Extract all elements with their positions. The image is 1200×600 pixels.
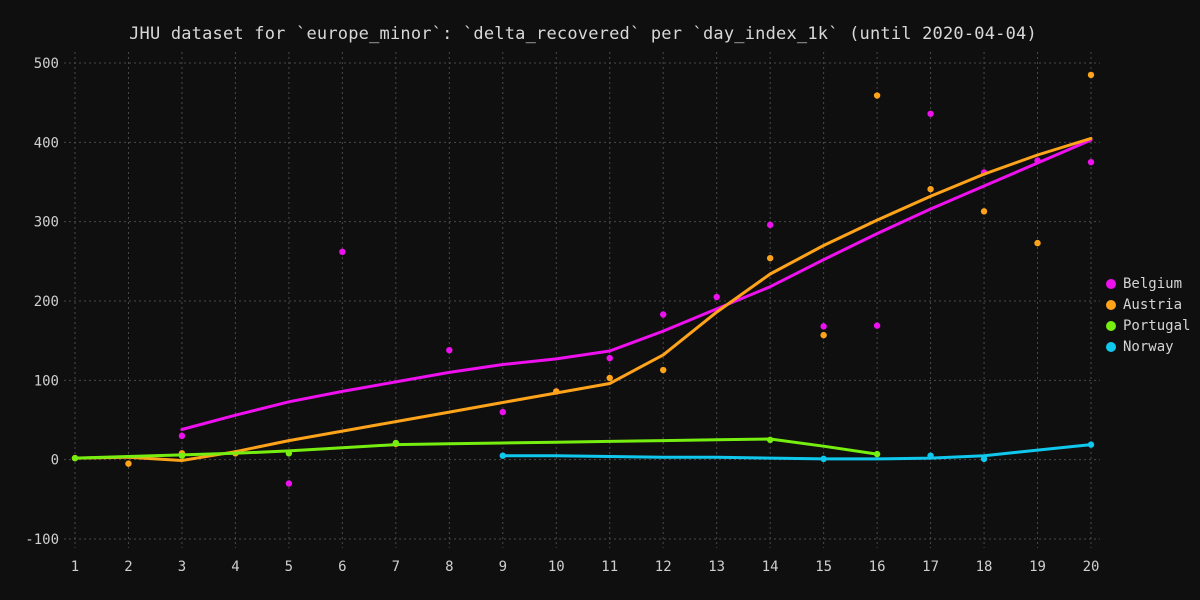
legend-item-austria: Austria [1106,294,1190,315]
trend-line-norway [501,443,1093,461]
data-point-austria [553,388,560,395]
x-tick-label: 7 [392,559,400,575]
x-tick-label: 12 [655,559,672,575]
legend-label: Austria [1123,296,1183,313]
x-tick-label: 3 [178,559,186,575]
x-tick-label: 16 [869,559,886,575]
chart-title: JHU dataset for `europe_minor`: `delta_r… [129,24,1037,44]
data-point-norway [499,452,506,459]
x-tick-label: 17 [922,559,939,575]
trend-line-portugal [73,437,879,460]
data-point-norway [1087,441,1095,448]
legend-item-norway: Norway [1106,336,1190,357]
x-tick-label: 9 [499,559,507,575]
data-point-portugal [285,450,293,457]
x-tick-label: 2 [124,559,132,575]
data-point-belgium [499,408,506,416]
trend-line-austria [73,136,1093,462]
data-point-belgium [927,110,934,117]
x-tick-label: 10 [548,559,565,575]
x-tick-label: 13 [708,559,725,575]
x-tick-label: 5 [285,559,293,575]
data-point-portugal [178,452,186,459]
data-point-austria [125,460,132,467]
data-point-austria [820,331,827,339]
legend-swatch [1106,278,1116,289]
legend-label: Belgium [1123,275,1183,292]
data-point-austria [1034,239,1041,247]
data-point-belgium [339,248,346,256]
data-point-belgium [1034,157,1041,164]
data-point-belgium [713,293,720,301]
data-point-austria [980,208,988,215]
data-point-austria [1087,71,1095,79]
trend-line-belgium [180,138,1093,431]
axis-tick-labels: 1 2 3 4 5 6 7 8 9 10 11 12 13 14 15 16 17 18 19 20-10001002… [25,56,1099,575]
data-point-portugal [392,439,400,447]
x-tick-label: 6 [338,559,346,575]
legend-swatch [1106,320,1116,331]
y-tick-label: 200 [34,294,59,310]
data-point-norway [820,455,827,463]
data-point-austria [927,185,934,193]
data-point-portugal [873,450,881,458]
x-tick-label: 8 [445,559,453,575]
x-tick-label: 20 [1083,559,1100,575]
y-tick-label: 300 [34,215,59,231]
data-point-belgium [766,221,774,229]
grid-lines [64,52,1100,548]
y-tick-label: 500 [34,56,59,72]
data-point-belgium [873,322,881,329]
x-tick-label: 19 [1029,559,1046,575]
y-tick-label: 0 [51,453,59,469]
data-point-belgium [285,480,293,487]
x-tick-label: 11 [601,559,618,575]
data-point-belgium [1087,158,1095,166]
x-tick-label: 4 [231,559,239,575]
data-point-belgium [820,323,827,330]
data-point-norway [980,455,988,463]
data-point-austria [873,92,881,99]
data-point-belgium [446,346,453,354]
legend-swatch [1106,341,1116,352]
x-tick-label: 14 [762,559,779,575]
y-tick-label: -100 [25,532,59,548]
data-point-portugal [766,436,774,444]
data-point-belgium [178,432,186,440]
y-tick-label: 400 [34,135,59,151]
data-point-belgium [660,311,667,318]
legend-item-belgium: Belgium [1106,273,1190,294]
data-point-austria [766,254,774,262]
legend-item-portugal: Portugal [1106,315,1190,336]
data-point-austria [606,374,613,382]
x-tick-label: 1 [71,559,79,575]
data-point-belgium [606,354,613,362]
legend-swatch [1106,299,1116,310]
legend-label: Norway [1123,338,1174,355]
legend: Belgium Austria Portugal Norway [1106,273,1190,357]
x-tick-label: 15 [815,559,832,575]
series-layer [71,71,1095,487]
y-tick-label: 100 [34,373,59,389]
data-point-norway [927,452,934,459]
data-point-portugal [71,454,79,462]
data-point-austria [660,366,667,374]
legend-label: Portugal [1123,317,1191,334]
x-tick-label: 18 [976,559,993,575]
